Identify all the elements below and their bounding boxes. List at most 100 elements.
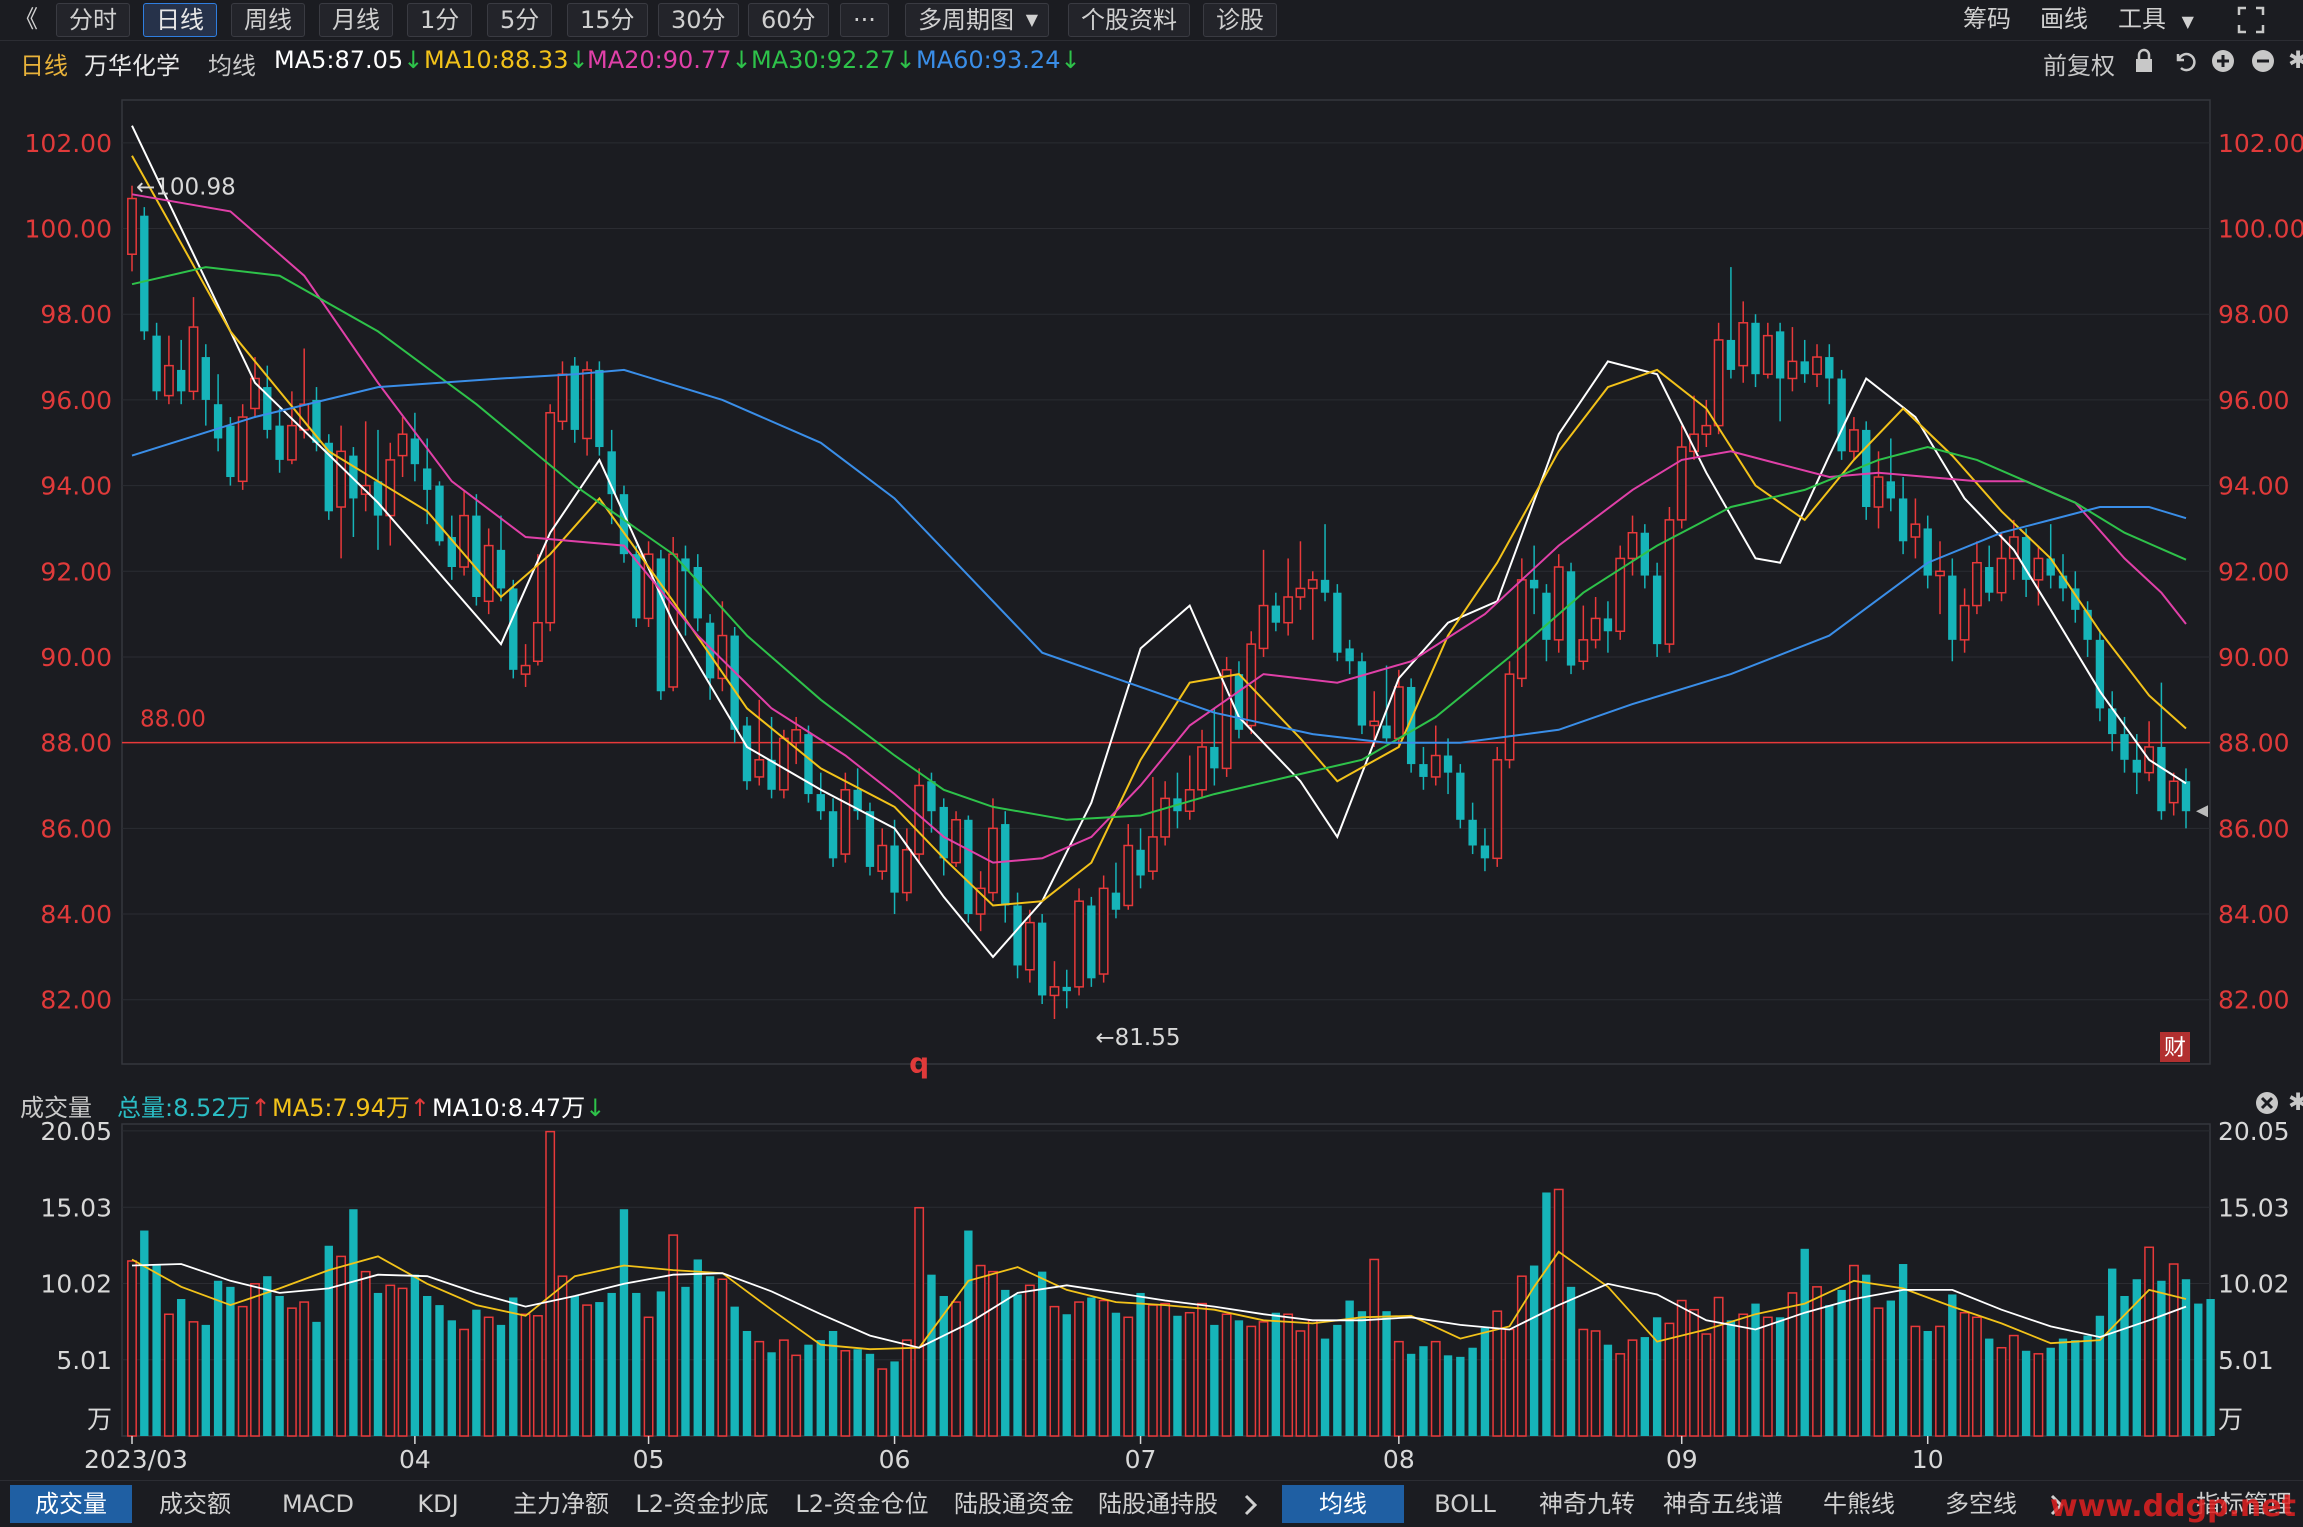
zoom-out-icon[interactable] bbox=[2250, 48, 2276, 80]
volume-bar bbox=[1382, 1311, 1391, 1436]
settings-icon[interactable]: ✱ bbox=[2288, 1088, 2303, 1116]
candle bbox=[1590, 596, 1601, 649]
tab-ma[interactable]: 均线 bbox=[1282, 1485, 1404, 1523]
tab-long-short[interactable]: 多空线 bbox=[1945, 1490, 2017, 1518]
candle-body bbox=[1615, 557, 1626, 633]
candle-body bbox=[1529, 579, 1539, 589]
candle bbox=[520, 644, 531, 687]
candle-body bbox=[717, 634, 728, 680]
period-tab-60min[interactable]: 60分 bbox=[748, 3, 829, 37]
stock-name[interactable]: 万华化学 bbox=[84, 52, 180, 80]
volume-tick-label: 5.01 bbox=[2218, 1346, 2274, 1375]
candle-body bbox=[496, 549, 506, 589]
settings-icon[interactable]: ✱ bbox=[2288, 46, 2303, 74]
volume-bar bbox=[890, 1361, 899, 1436]
tab-bull-bear[interactable]: 牛熊线 bbox=[1823, 1490, 1895, 1518]
period-tab-5min[interactable]: 5分 bbox=[487, 3, 553, 37]
candle bbox=[1848, 417, 1859, 460]
tab-main-net[interactable]: 主力净额 bbox=[513, 1490, 609, 1518]
ma-line-ma20 bbox=[131, 193, 2187, 864]
period-tab-monthly[interactable]: 月线 bbox=[319, 3, 393, 37]
candle bbox=[1652, 562, 1662, 657]
more-periods-button[interactable]: ··· bbox=[840, 3, 889, 37]
volume-bar bbox=[1959, 1311, 1970, 1437]
candle bbox=[2132, 734, 2141, 795]
candle bbox=[1098, 875, 1109, 983]
volume-bar bbox=[2021, 1350, 2031, 1436]
stock-info-button[interactable]: 个股资料 bbox=[1068, 3, 1190, 37]
tab-nine-turn[interactable]: 神奇九转 bbox=[1539, 1490, 1635, 1518]
tab-l2-bottom[interactable]: L2-资金抄底 bbox=[635, 1490, 769, 1518]
candle-body bbox=[1419, 764, 1428, 777]
candle bbox=[1221, 656, 1232, 777]
period-tab-weekly[interactable]: 周线 bbox=[231, 3, 305, 37]
diagnose-button[interactable]: 诊股 bbox=[1203, 3, 1277, 37]
tabs-scroll-right-icon[interactable] bbox=[1236, 1485, 1266, 1523]
multi-period-label: 多周期图 bbox=[918, 6, 1014, 34]
volume-bar bbox=[1320, 1338, 1330, 1436]
candle-body bbox=[2108, 708, 2117, 735]
tab-macd[interactable]: MACD bbox=[282, 1490, 354, 1518]
lock-icon[interactable] bbox=[2133, 48, 2155, 80]
volume-bar bbox=[1246, 1325, 1257, 1437]
candle bbox=[1751, 314, 1760, 388]
candle bbox=[1295, 541, 1306, 610]
indicator-manage-button[interactable]: 指标管理 bbox=[2196, 1490, 2292, 1518]
candle-body bbox=[1382, 725, 1391, 739]
stock-chart[interactable]: 102.00 102.00 100.00 100.00 98.00 98.00 96.00 9… bbox=[0, 0, 2303, 1480]
volume-bar bbox=[1333, 1324, 1342, 1436]
candle bbox=[1024, 909, 1035, 983]
tab-volume[interactable]: 成交量 bbox=[10, 1485, 132, 1523]
top-toolbar: 《 分时 日线 周线 月线 1分 5分 15分 30分 60分 ··· 多周期图… bbox=[0, 0, 2303, 41]
candle-body bbox=[2144, 746, 2155, 774]
candle-body bbox=[1923, 528, 1932, 576]
volume-bar bbox=[410, 1274, 420, 1436]
multi-period-dropdown[interactable]: 多周期图 ▼ bbox=[905, 3, 1049, 37]
tab-connect-holding[interactable]: 陆股通持股 bbox=[1098, 1490, 1218, 1518]
candle bbox=[643, 541, 654, 627]
period-tab-30min[interactable]: 30分 bbox=[658, 3, 739, 37]
tabs-scroll-right-icon[interactable] bbox=[2042, 1485, 2072, 1523]
candle bbox=[1456, 764, 1465, 829]
ma-label[interactable]: 均线 bbox=[208, 52, 256, 80]
volume-bar bbox=[1701, 1333, 1712, 1437]
tab-boll[interactable]: BOLL bbox=[1434, 1490, 1496, 1518]
volume-ma-line-ma5 bbox=[131, 1250, 2187, 1351]
candle bbox=[1258, 549, 1269, 657]
vol-ma5-legend: MA5:7.94万↑ bbox=[272, 1094, 431, 1122]
zoom-in-icon[interactable] bbox=[2210, 48, 2236, 80]
tools-dropdown[interactable]: 工具 ▼ bbox=[2118, 3, 2194, 35]
candle-body bbox=[2168, 780, 2179, 804]
candle bbox=[1147, 776, 1158, 880]
draw-line-button[interactable]: 画线 bbox=[2040, 5, 2088, 33]
candle bbox=[1529, 545, 1539, 615]
ma-line-ma30 bbox=[131, 266, 2187, 821]
period-tab-15min[interactable]: 15分 bbox=[567, 3, 648, 37]
tab-kdj[interactable]: KDJ bbox=[417, 1490, 459, 1518]
candle bbox=[975, 871, 986, 932]
ma5-legend: MA5:87.05↓ bbox=[274, 46, 424, 74]
back-button[interactable]: 《 bbox=[14, 5, 38, 33]
volume-bar bbox=[397, 1287, 408, 1437]
tab-turnover[interactable]: 成交额 bbox=[159, 1490, 231, 1518]
period-tab-daily[interactable]: 日线 bbox=[143, 3, 217, 37]
candle-body bbox=[509, 588, 518, 670]
undo-icon[interactable] bbox=[2172, 48, 2196, 80]
candle-body bbox=[1271, 605, 1281, 623]
period-tab-1min[interactable]: 1分 bbox=[407, 3, 473, 37]
tab-five-lines[interactable]: 神奇五线谱 bbox=[1663, 1490, 1783, 1518]
period-tab-fenshi[interactable]: 分时 bbox=[56, 3, 130, 37]
close-volume-panel-icon[interactable] bbox=[2254, 1090, 2280, 1122]
candle bbox=[1775, 322, 1785, 422]
fullscreen-icon[interactable] bbox=[2236, 3, 2266, 35]
candle bbox=[1825, 344, 1834, 405]
chip-button[interactable]: 筹码 bbox=[1963, 5, 2011, 33]
volume-bar bbox=[163, 1313, 174, 1437]
candle-body bbox=[1664, 519, 1675, 645]
candle bbox=[804, 725, 813, 803]
tab-l2-position[interactable]: L2-资金仓位 bbox=[795, 1490, 929, 1518]
adjust-label[interactable]: 前复权 bbox=[2043, 52, 2115, 80]
candle-body bbox=[1689, 433, 1699, 453]
tab-connect-fund[interactable]: 陆股通资金 bbox=[954, 1490, 1074, 1518]
candle bbox=[1001, 811, 1010, 923]
